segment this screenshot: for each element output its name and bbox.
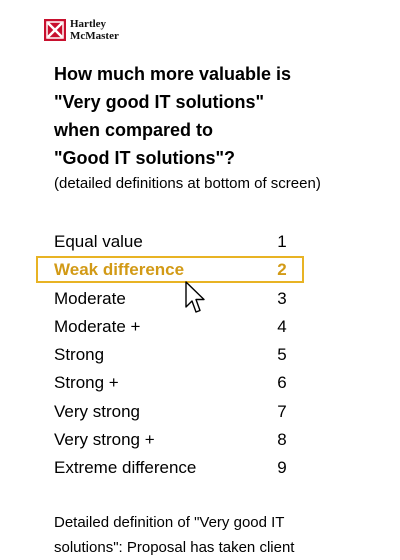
scale-option-value: 2 — [277, 260, 287, 280]
definition-line-1: Detailed definition of "Very good IT — [54, 514, 285, 531]
scale-option-strong-plus[interactable]: Strong + 6 — [54, 369, 314, 397]
scale-option-value: 6 — [277, 373, 287, 393]
scale-option-label: Extreme difference — [54, 458, 197, 478]
scale-option-label: Equal value — [54, 232, 143, 251]
scale-option-value: 8 — [277, 430, 287, 450]
question-line-4: "Good IT solutions"? — [54, 148, 236, 168]
logo-text: Hartley McMaster — [70, 18, 119, 42]
detailed-definition: Detailed definition of "Very good IT sol… — [54, 510, 384, 560]
scale-option-moderate-plus[interactable]: Moderate + 4 — [54, 313, 314, 341]
scale-option-strong[interactable]: Strong 5 — [54, 341, 314, 369]
logo-line-2: McMaster — [70, 30, 119, 42]
scale-option-value: 3 — [277, 288, 287, 308]
company-logo: Hartley McMaster — [44, 18, 119, 42]
scale-option-value: 7 — [277, 401, 287, 421]
survey-question: How much more valuable is "Very good IT … — [54, 60, 384, 195]
scale-option-value: 1 — [277, 232, 287, 251]
scale-option-very-strong[interactable]: Very strong 7 — [54, 398, 314, 426]
logo-line-1: Hartley — [70, 18, 107, 30]
scale-option-very-strong-plus[interactable]: Very strong + 8 — [54, 426, 314, 454]
scale-option-label: Moderate + — [54, 316, 141, 336]
question-line-3: when compared to — [54, 120, 214, 140]
scale-option-equal-value[interactable]: Equal value 1 — [54, 228, 314, 256]
scale-option-label: Very strong — [54, 401, 140, 421]
question-line-1: How much more valuable is — [54, 64, 292, 84]
scale-option-label: Strong — [54, 345, 105, 365]
scale-option-moderate[interactable]: Moderate 3 — [54, 285, 314, 313]
scale-option-label: Strong + — [54, 373, 119, 393]
scale-option-value: 4 — [277, 316, 287, 336]
pointer-arrow-icon — [185, 281, 205, 313]
question-note: (detailed definitions at bottom of scree… — [54, 175, 321, 192]
scale-option-value: 9 — [277, 458, 287, 478]
scale-option-extreme-difference[interactable]: Extreme difference 9 — [54, 454, 314, 482]
scale-option-label: Moderate — [54, 288, 126, 308]
scale-option-weak-difference[interactable]: Weak difference 2 — [36, 256, 314, 284]
scale-option-value: 5 — [277, 345, 287, 365]
question-line-2: "Very good IT solutions" — [54, 92, 265, 112]
scale-option-label: Weak difference — [54, 260, 185, 280]
rating-scale: Equal value 1 Weak difference 2 Moderate… — [36, 228, 314, 483]
hartley-mcmaster-logo-icon — [44, 19, 66, 41]
definition-line-2: solutions": Proposal has taken client — [54, 539, 295, 556]
scale-option-label: Very strong + — [54, 430, 155, 450]
